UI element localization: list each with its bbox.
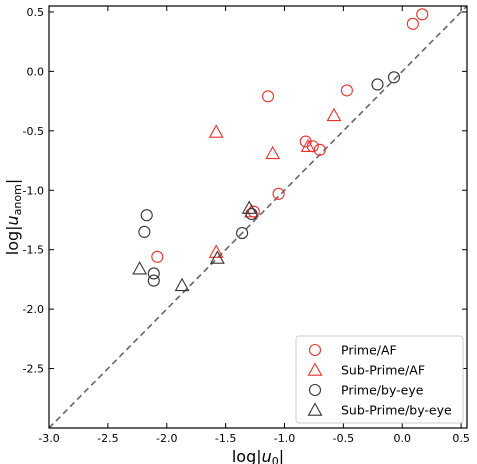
data-point [138,225,151,238]
legend-marker [307,362,323,376]
data-point [208,244,224,258]
series-sub-prime-af [208,107,342,258]
data-point [140,209,153,222]
x-tick-label: -0.5 [333,432,354,445]
x-axis-label: log|u0| [232,447,284,464]
series-prime-af [151,8,429,263]
data-point [147,274,160,287]
data-point [326,107,342,122]
series-prime-by-eye [138,71,401,287]
legend-entry-label: Prime/by-eye [341,383,424,398]
data-point [416,8,429,21]
x-tick-label: -2.5 [97,432,118,445]
data-point [209,250,225,264]
data-point [132,261,148,275]
legend: Prime/AF Sub-Prime/AF Prime/by-eye Sub-Prim… [295,335,464,424]
data-point [241,200,257,214]
data-point [236,226,249,240]
y-tick-label: 0.0 [27,65,45,78]
legend-marker [308,383,322,397]
data-point [340,84,353,97]
reference-line-layer [48,5,468,429]
legend-entry-label: Sub-Prime/by-eye [341,403,452,418]
x-tick-label: -3.0 [38,432,59,445]
x-axis-ticks: -3.0 -2.5 -2.0 -1.5 -1.0 -0.5 0.0 0.5 [38,6,470,445]
y-tick-label: -2.5 [23,363,44,376]
reference-line [48,5,468,429]
y-tick-label: -1.0 [23,184,44,197]
y-axis-ticks: 0.5 0.0 -0.5 -1.0 -1.5 -2.0 -2.5 [23,6,467,376]
y-tick-label: -2.0 [23,303,44,316]
data-point [406,17,419,30]
plot-frame [48,5,468,429]
x-tick-label: 0.0 [393,432,411,445]
data-point [272,187,285,200]
x-tick-label: -1.0 [274,432,295,445]
y-tick-label: -0.5 [23,125,44,138]
data-point [245,207,258,221]
x-tick-label: 0.5 [452,432,470,445]
legend-marker [308,343,322,357]
x-tick-label: -1.5 [215,432,236,445]
legend-marker [307,402,323,416]
y-axis-label: log|uanom| [3,179,24,255]
legend-entry-label: Sub-Prime/AF [341,363,425,378]
y-tick-label: 0.5 [27,6,45,19]
data-point [147,267,160,280]
data-point [174,277,190,292]
data-point [313,143,326,156]
legend-box [295,335,464,424]
data-point [265,145,281,160]
series-sub-prime-by-eye [132,200,257,292]
data-point [371,78,384,91]
data-point [208,124,224,138]
legend-entry-label: Prime/AF [341,343,397,358]
y-tick-label: -1.5 [23,244,44,257]
data-point [300,138,316,153]
data-point [151,250,164,263]
x-tick-label: -2.0 [156,432,177,445]
data-point [387,71,401,84]
data-points-layer [132,8,429,292]
data-point [261,90,275,103]
